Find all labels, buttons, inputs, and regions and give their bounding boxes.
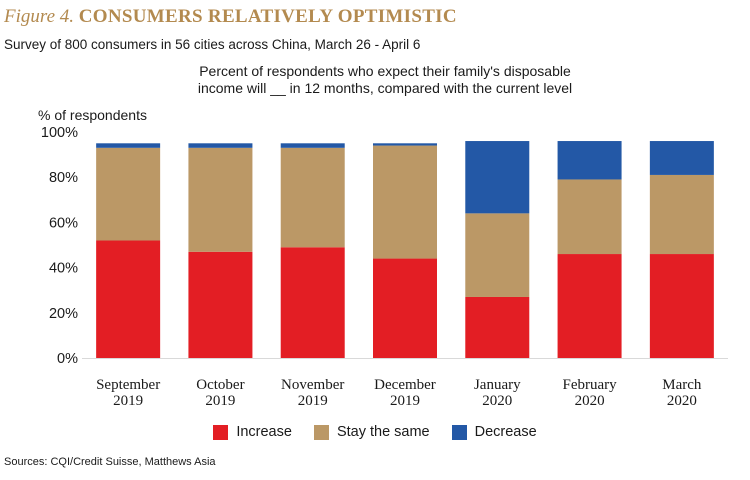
x-tick-label: January [474, 377, 521, 393]
stacked-bar-chart: % of respondents 0% 20% 40% 60% 80% 100% Septem… [38, 107, 728, 409]
x-tick-label: February [562, 377, 617, 393]
chart-legend: Increase Stay the same Decrease [0, 424, 750, 440]
bar-stay-the-same [96, 147, 161, 241]
legend-swatch [213, 424, 229, 440]
y-tick-label: 60% [49, 215, 78, 231]
chart-caption: Percent of respondents who expect their … [130, 63, 640, 97]
bar-decrease [280, 143, 345, 148]
bar-increase [557, 254, 622, 358]
bar-decrease [188, 143, 253, 148]
bar-decrease [465, 141, 530, 214]
x-tick-label: 2020 [482, 393, 512, 409]
x-tick-label: 2019 [205, 393, 235, 409]
legend-label: Stay the same [336, 424, 430, 440]
bar-increase [373, 258, 437, 358]
legend-label: Increase [236, 424, 292, 440]
bar-stay-the-same [465, 213, 530, 297]
legend-item: Increase [213, 424, 292, 440]
bar-decrease [96, 143, 161, 148]
bar-stay-the-same [373, 145, 437, 259]
bar-decrease [557, 141, 622, 180]
x-tick-label: November [281, 377, 344, 393]
legend-swatch [451, 424, 467, 440]
figure-number: Figure 4. [4, 6, 75, 27]
bar-stay-the-same [188, 147, 253, 252]
source-note: Sources: CQI/Credit Suisse, Matthews Asi… [4, 456, 216, 468]
x-tick-label: October [196, 377, 244, 393]
legend-item: Decrease [451, 424, 537, 440]
y-tick-label: 80% [49, 170, 78, 186]
bar-increase [649, 254, 714, 358]
chart-caption-line-1: Percent of respondents who expect their … [199, 63, 571, 79]
x-tick-label: 2020 [667, 393, 697, 409]
x-tick-label: September [96, 377, 160, 393]
y-tick-label: 0% [57, 351, 78, 367]
bar-increase [280, 247, 345, 358]
legend-swatch [313, 424, 329, 440]
y-axis-title: % of respondents [38, 107, 147, 123]
x-tick-label: 2019 [113, 393, 143, 409]
bar-stay-the-same [649, 174, 714, 255]
x-tick-label: 2019 [298, 393, 328, 409]
bar-increase [465, 296, 530, 358]
chart-caption-line-2: income will __ in 12 months, compared wi… [197, 80, 573, 96]
bar-decrease [373, 143, 437, 146]
x-tick-label: December [374, 377, 436, 393]
x-tick-label: 2020 [575, 393, 605, 409]
figure-heading: CONSUMERS RELATIVELY OPTIMISTIC [78, 6, 457, 27]
bar-decrease [649, 141, 714, 175]
bar-stay-the-same [557, 179, 622, 255]
legend-label: Decrease [474, 424, 537, 440]
legend-item: Stay the same [313, 424, 430, 440]
figure-title: Figure 4. CONSUMERS RELATIVELY OPTIMISTI… [4, 6, 457, 28]
bar-increase [96, 240, 161, 358]
bar-increase [188, 251, 253, 358]
x-tick-label: March [662, 377, 702, 393]
y-tick-label: 20% [49, 306, 78, 322]
bar-stay-the-same [280, 147, 345, 248]
figure-subtitle: Survey of 800 consumers in 56 cities acr… [4, 37, 421, 52]
x-tick-label: 2019 [390, 393, 420, 409]
y-tick-label: 40% [49, 261, 78, 277]
y-tick-label: 100% [41, 125, 78, 141]
